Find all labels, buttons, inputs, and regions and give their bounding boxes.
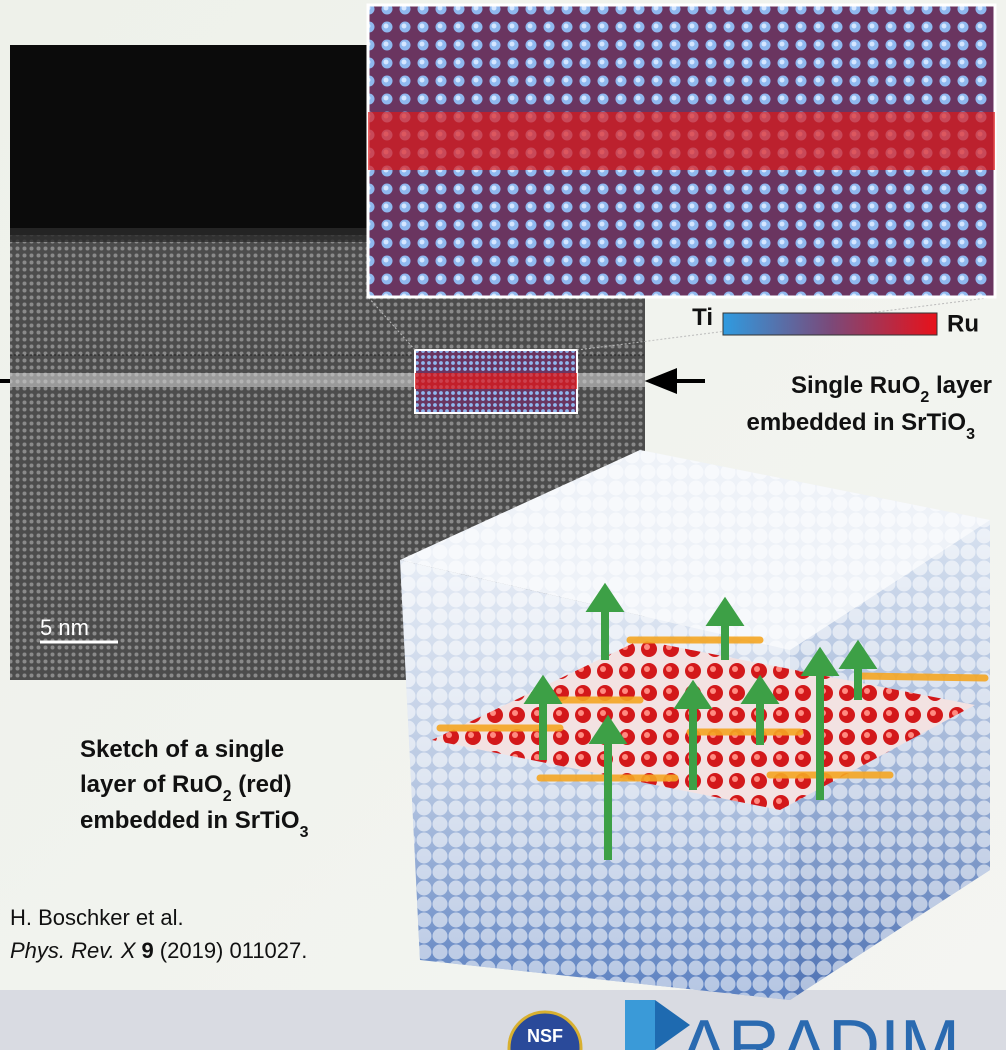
- color-scale: [723, 313, 937, 335]
- subscript: 3: [300, 824, 309, 841]
- text: Sketch of a single: [80, 736, 284, 763]
- figure: 5 nm Ti Ru Single RuO2 layer embedded in…: [0, 0, 1006, 1050]
- inset-small-layer: [415, 373, 577, 389]
- details: (2019) 011027.: [160, 938, 308, 963]
- volume: 9: [142, 938, 154, 963]
- journal: Phys. Rev. X: [10, 938, 137, 963]
- inset-zoom: [368, 5, 995, 297]
- subscript: 2: [920, 389, 929, 406]
- color-scale-max: Ru: [947, 310, 979, 337]
- subscript: 2: [223, 788, 232, 805]
- text: (red): [232, 771, 292, 798]
- text: Single RuO: [791, 372, 920, 399]
- logo-text: ARADIM: [680, 1006, 960, 1050]
- text: layer: [929, 372, 992, 399]
- citation-authors: H. Boschker et al.: [10, 905, 184, 930]
- scale-bar-label: 5 nm: [40, 615, 89, 640]
- text: layer of RuO: [80, 771, 223, 798]
- text: embedded in SrTiO: [80, 807, 300, 834]
- subscript: 3: [966, 426, 975, 443]
- crystal-sketch: [400, 450, 990, 1000]
- logo-text: NSF: [527, 1026, 563, 1046]
- text: embedded in SrTiO: [746, 409, 966, 436]
- page: 5 nm Ti Ru Single RuO2 layer embedded in…: [0, 0, 1006, 1050]
- caption-line1: Sketch of a single: [80, 736, 284, 763]
- color-scale-min: Ti: [692, 304, 713, 331]
